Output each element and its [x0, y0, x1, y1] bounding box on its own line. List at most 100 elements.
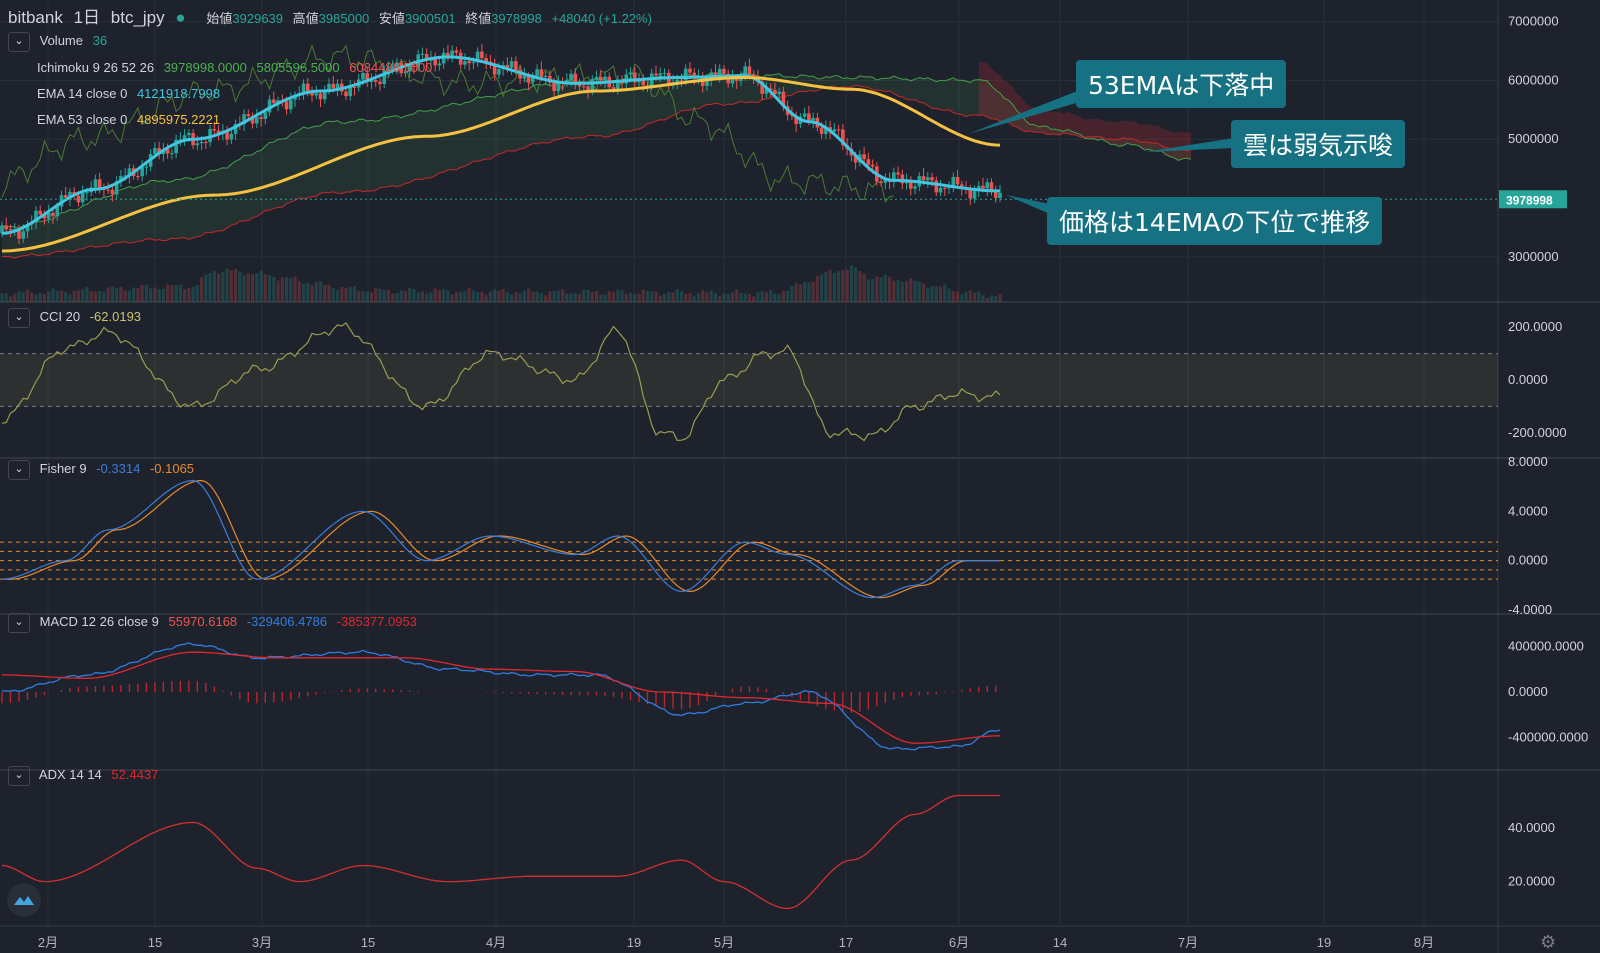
candle-body: [153, 148, 157, 155]
collapse-chevron-icon[interactable]: ⌄: [8, 766, 30, 786]
candle-body: [717, 68, 722, 76]
candle-body: [921, 176, 926, 181]
volume-bar: [527, 288, 531, 302]
volume-bar: [786, 290, 790, 302]
cci-legend-value: -62.0193: [89, 309, 142, 325]
fisher-legend: ⌄ Fisher 9 -0.3314 -0.1065: [8, 460, 200, 480]
volume-bar: [943, 284, 947, 302]
volume-bar: [650, 291, 654, 302]
volume-bar: [454, 292, 459, 302]
candle-body: [836, 129, 841, 131]
candle-body: [305, 83, 310, 92]
candle-body: [433, 57, 437, 66]
candle-body: [993, 190, 998, 198]
volume-bar: [297, 281, 301, 302]
candle-body: [407, 65, 412, 72]
candle-body: [97, 179, 102, 189]
candle-body: [730, 78, 735, 84]
volume-bar: [964, 291, 968, 302]
interval-label[interactable]: 1日: [73, 8, 101, 27]
collapse-chevron-icon[interactable]: ⌄: [8, 613, 30, 633]
candle-body: [314, 93, 319, 96]
volume-bar: [335, 290, 340, 302]
candle-body: [819, 127, 824, 134]
volume-bar: [348, 286, 352, 302]
volume-bar: [573, 293, 577, 302]
candle-body: [403, 71, 408, 74]
volume-bar: [560, 289, 565, 302]
volume-bar: [590, 291, 594, 302]
volume-bar: [238, 271, 242, 302]
callout-pointer: [1145, 138, 1234, 152]
volume-bar: [837, 271, 841, 302]
volume-bar: [8, 296, 13, 302]
volume-bar: [289, 278, 293, 302]
candle-body: [318, 93, 323, 100]
volume-bar: [620, 289, 624, 302]
volume-bar: [471, 290, 475, 302]
volume-bar: [764, 292, 769, 302]
volume-bar: [255, 273, 259, 302]
volume-bar: [535, 291, 539, 302]
volume-bar: [378, 288, 382, 302]
volume-bar: [123, 290, 127, 302]
volume-bar: [136, 288, 140, 302]
candle-body: [713, 72, 718, 76]
volume-bar: [144, 284, 148, 302]
exchange-name[interactable]: bitbank: [8, 8, 63, 27]
volume-bar: [272, 276, 276, 302]
callout-ema53: 53EMAは下落中: [1076, 60, 1287, 108]
volume-bar: [212, 270, 216, 302]
tradingview-logo-icon[interactable]: [7, 883, 41, 917]
volume-bar: [981, 295, 985, 302]
volume-bar: [671, 292, 675, 302]
volume-bar: [110, 286, 115, 302]
candle-body: [637, 80, 641, 83]
candle-body: [195, 143, 200, 146]
candle-body: [705, 80, 709, 86]
candle-body: [934, 180, 939, 193]
volume-bar: [875, 276, 879, 302]
volume-bar: [960, 294, 964, 302]
symbol-name[interactable]: btc_jpy: [110, 8, 165, 27]
candle-body: [170, 153, 174, 155]
candle-body: [615, 81, 620, 90]
candle-body: [955, 176, 960, 185]
volume-bar: [59, 290, 64, 302]
candle-body: [276, 100, 280, 104]
candle-body: [259, 117, 263, 119]
candle-body: [331, 83, 336, 89]
macd-line: [1, 642, 1001, 751]
volume-bar: [463, 291, 467, 302]
collapse-chevron-icon[interactable]: ⌄: [8, 460, 30, 480]
candle-body: [968, 189, 973, 199]
candle-body: [586, 86, 590, 92]
volume-bar: [391, 293, 395, 302]
fisher-tick-label: 4.0000: [1508, 503, 1548, 518]
collapse-chevron-icon[interactable]: ⌄: [8, 32, 30, 52]
price-tick-label: 7000000: [1508, 14, 1559, 29]
candle-body: [832, 129, 837, 132]
volume-bar: [459, 291, 463, 302]
fisher-tick-label: -4.0000: [1508, 602, 1552, 617]
collapse-chevron-icon[interactable]: ⌄: [8, 308, 30, 328]
ichimoku-cloud: [2, 72, 1192, 259]
volume-bar: [442, 289, 446, 302]
volume-bar: [586, 289, 590, 302]
candle-body: [509, 61, 514, 68]
volume-bar: [505, 292, 509, 302]
macd-signal-line: [2, 651, 1001, 744]
candle-body: [293, 95, 297, 100]
volume-bar: [611, 292, 616, 302]
volume-bar: [989, 295, 994, 302]
gear-icon[interactable]: ⚙: [1540, 932, 1557, 952]
x-tick-label: 19: [1317, 935, 1331, 950]
volume-bar: [93, 291, 98, 302]
volume-bar: [310, 285, 314, 302]
candle-body: [25, 224, 30, 232]
high-label: 高値: [292, 11, 319, 26]
ichimoku-legend-label: Ichimoku 9 26 52 26: [37, 60, 155, 75]
volume-bar: [739, 292, 743, 302]
volume-bar: [845, 270, 849, 302]
volume-bar: [926, 287, 930, 302]
